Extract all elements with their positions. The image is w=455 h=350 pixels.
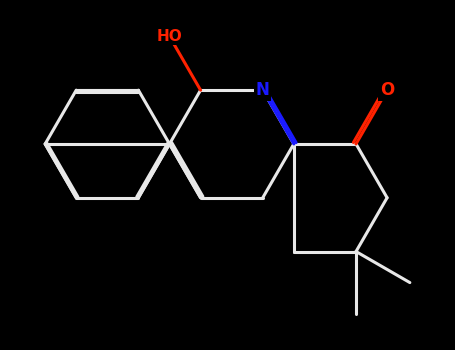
Text: N: N <box>256 81 270 99</box>
Text: HO: HO <box>157 29 182 44</box>
Text: O: O <box>380 81 394 99</box>
